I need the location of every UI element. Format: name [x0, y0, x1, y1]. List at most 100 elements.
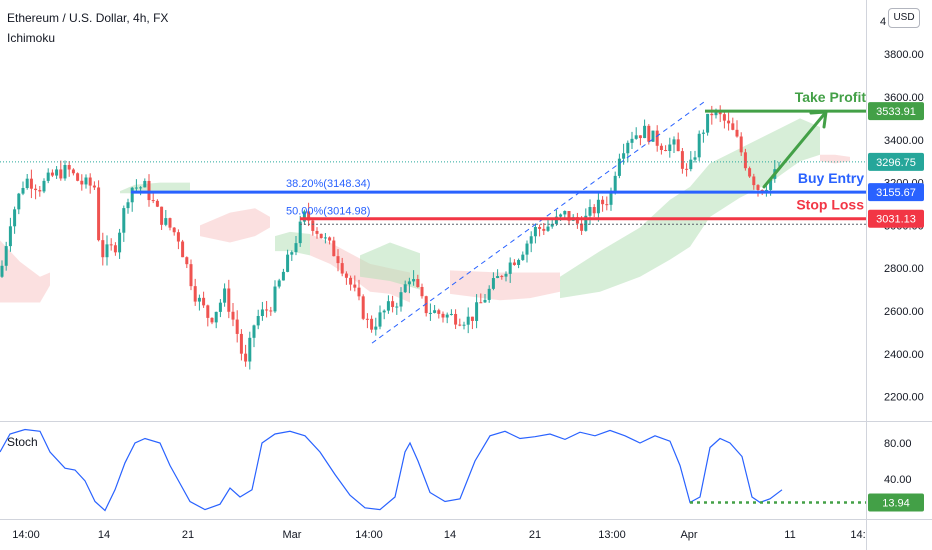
candle-body-170: [714, 110, 718, 116]
candle-body-91: [382, 310, 386, 313]
candle-body-75: [315, 230, 319, 234]
candle-body-0: [0, 265, 4, 277]
stoch-tick-0: 80.00: [884, 438, 912, 450]
time-tick-0: 14:00: [12, 529, 40, 541]
candle-body-6: [25, 178, 29, 189]
stoch-label[interactable]: Stoch: [7, 435, 38, 449]
candle-body-103: [433, 310, 437, 313]
candle-body-43: [181, 241, 185, 258]
candle-body-129: [542, 228, 546, 231]
candle-body-152: [638, 135, 642, 139]
candle-body-26: [109, 244, 113, 246]
candle-body-121: [508, 262, 512, 274]
candle-body-137: [575, 217, 579, 224]
candle-body-151: [634, 135, 638, 139]
candle-body-175: [735, 129, 739, 137]
candle-body-86: [361, 296, 365, 319]
candle-body-2: [8, 226, 12, 247]
candle-body-162: [680, 151, 684, 169]
candle-body-158: [664, 149, 668, 151]
candle-body-72: [302, 211, 306, 222]
candle-body-69: [290, 252, 294, 255]
candle-body-148: [622, 153, 626, 159]
time-tick-5: 14: [444, 529, 456, 541]
candle-body-180: [756, 185, 760, 191]
candle-body-67: [281, 271, 285, 281]
take-profit-badge-text: 3533.91: [876, 106, 916, 118]
candle-body-9: [38, 190, 42, 192]
cloud-segment-3: [275, 231, 310, 256]
cloud-segment-5: [360, 242, 420, 290]
candle-body-115: [483, 299, 487, 303]
buy-entry-badge-text: 3155.67: [876, 187, 916, 199]
candle-body-37: [155, 200, 159, 207]
candle-body-107: [449, 313, 453, 315]
candle-body-40: [168, 218, 172, 228]
candle-body-78: [328, 237, 332, 241]
candle-body-63: [265, 309, 269, 311]
candle-body-156: [655, 130, 659, 146]
candle-body-149: [626, 142, 630, 154]
candle-body-98: [412, 279, 416, 282]
candle-body-134: [563, 211, 567, 215]
candle-body-41: [172, 227, 176, 233]
indicator-legend[interactable]: Ichimoku: [7, 31, 56, 45]
candle-body-138: [580, 223, 584, 231]
price-tick-1: 3800.00: [884, 49, 924, 61]
time-tick-6: 21: [529, 529, 541, 541]
candle-body-59: [248, 337, 252, 362]
last-price-badge-bg: [868, 152, 924, 171]
price-tick-9: 2200.00: [884, 392, 924, 404]
candle-body-11: [46, 172, 50, 181]
candle-body-174: [731, 123, 735, 130]
candle-body-79: [332, 240, 336, 257]
candle-body-117: [491, 278, 495, 289]
candle-body-3: [13, 209, 17, 227]
currency-button[interactable]: USD: [888, 8, 920, 28]
candle-body-116: [487, 288, 491, 300]
candle-body-24: [101, 240, 105, 258]
candle-body-77: [323, 237, 327, 239]
candle-body-96: [403, 284, 407, 293]
projection-arrow-shaft: [762, 110, 828, 189]
candle-body-146: [613, 175, 617, 191]
candle-body-172: [722, 114, 726, 121]
candle-body-128: [538, 226, 542, 229]
cloud-segment-0: [0, 240, 50, 303]
candle-body-18: [76, 173, 80, 181]
candle-body-87: [365, 318, 369, 320]
candle-body-164: [689, 159, 693, 170]
candle-body-97: [407, 281, 411, 285]
candle-body-80: [336, 256, 340, 264]
time-tick-7: 13:00: [598, 529, 626, 541]
candle-body-85: [357, 287, 361, 297]
candle-body-57: [239, 333, 243, 354]
candle-body-177: [743, 152, 747, 169]
candle-body-1: [4, 246, 8, 266]
candle-body-15: [63, 165, 67, 179]
candle-body-114: [479, 302, 483, 304]
candle-body-68: [286, 254, 290, 272]
candle-body-38: [160, 206, 164, 225]
candle-body-176: [739, 136, 743, 153]
candle-body-161: [676, 139, 680, 152]
price-tick-8: 2400.00: [884, 349, 924, 361]
candle-body-30: [126, 202, 130, 209]
cloud-segment-7: [560, 118, 820, 299]
candle-body-73: [307, 211, 311, 221]
take-profit-label: Take Profit: [795, 89, 867, 105]
stop-loss-label: Stop Loss: [796, 197, 864, 213]
candle-body-111: [466, 316, 470, 325]
candle-body-28: [118, 232, 122, 253]
candle-body-42: [176, 232, 180, 242]
candle-body-124: [521, 254, 525, 260]
time-tick-10: 14:: [850, 529, 865, 541]
stoch-badge-text: 13.94: [882, 497, 910, 509]
time-tick-3: Mar: [283, 529, 302, 541]
candle-body-113: [475, 302, 479, 321]
candle-body-108: [454, 313, 458, 325]
annotations: 38.20%(3148.34) 50.00%(3014.98) Take Profi…: [0, 89, 867, 344]
candle-body-130: [546, 226, 550, 231]
